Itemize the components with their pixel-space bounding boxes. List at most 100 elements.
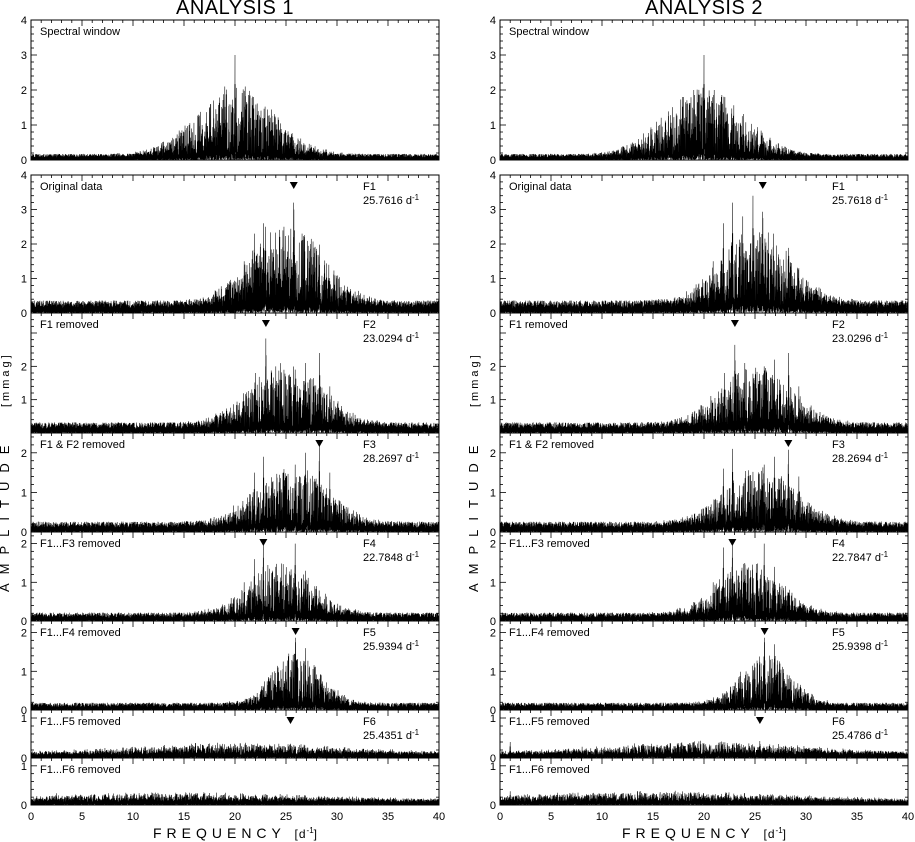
x-axis-label: FREQUENCY [d-1] (153, 825, 317, 841)
panel-label: F1 removed (509, 319, 568, 331)
x-axis-unit-exp: -1 (307, 826, 315, 835)
x-tick-label: 35 (851, 811, 863, 823)
x-axis-unit-close: ] (783, 827, 786, 841)
y-tick-label: 2 (21, 85, 27, 97)
freq-exponent: -1 (881, 728, 889, 737)
freq-id: F3 (832, 439, 845, 451)
x-axis-unit: [d (764, 827, 776, 841)
frequency-marker (730, 320, 739, 327)
y-tick-label: 1 (21, 761, 27, 773)
y-tick-label: 1 (490, 120, 496, 132)
frequency-marker (315, 440, 324, 447)
x-tick-label: 20 (229, 811, 241, 823)
y-tick-label: 1 (490, 666, 496, 678)
freq-value: 22.7847 d-1 (832, 550, 889, 564)
y-tick-label: 1 (490, 487, 496, 499)
analysis-1-title: ANALYSIS 1 (175, 0, 295, 19)
freq-id: F3 (363, 439, 376, 451)
analysis-2-title: ANALYSIS 2 (644, 0, 764, 19)
freq-exponent: -1 (412, 728, 420, 737)
freq-number: 28.2694 d (832, 453, 881, 465)
freq-value: 25.9398 d-1 (832, 639, 889, 653)
freq-exponent: -1 (412, 451, 420, 460)
y-tick-label: 3 (21, 205, 27, 217)
x-tick-label: 0 (28, 811, 34, 823)
y-tick-label: 0 (490, 527, 496, 539)
x-tick-label: 30 (331, 811, 343, 823)
series-line (499, 54, 909, 161)
y-tick-label: 3 (490, 205, 496, 217)
freq-value: 28.2697 d-1 (363, 451, 420, 465)
freq-id: F1 (363, 181, 376, 193)
panel-label: Original data (509, 181, 572, 193)
x-tick-label: 10 (596, 811, 608, 823)
freq-value: 22.7848 d-1 (363, 550, 420, 564)
x-tick-label: 30 (800, 811, 812, 823)
panel-label: F1...F3 removed (40, 538, 121, 550)
x-tick-label: 25 (749, 811, 761, 823)
y-tick-label: 2 (490, 361, 496, 373)
freq-id: F2 (363, 319, 376, 331)
freq-number: 25.9398 d (832, 641, 881, 653)
freq-value: 25.4351 d-1 (363, 728, 420, 742)
y-tick-label: 3 (21, 50, 27, 62)
freq-number: 22.7847 d (832, 552, 881, 564)
freq-value: 25.4786 d-1 (832, 728, 889, 742)
y-tick-label: 1 (21, 666, 27, 678)
series-line (499, 740, 909, 759)
series-line (30, 445, 440, 533)
panel-frame (499, 312, 909, 434)
y-tick-label: 0 (490, 308, 496, 320)
panel-1: 0 1 2 3 4 Spectral window (490, 15, 909, 167)
panel-label: F1...F4 removed (509, 627, 590, 639)
y-tick-label: 0 (21, 616, 27, 628)
x-tick-label: 40 (433, 811, 445, 823)
freq-value: 25.7616 d-1 (363, 193, 420, 207)
freq-number: 23.0294 d (363, 333, 412, 345)
freq-id: F6 (832, 716, 845, 728)
y-tick-label: 2 (21, 361, 27, 373)
freq-number: 25.4351 d (363, 730, 412, 742)
y-axis-unit: [mmag] (0, 352, 12, 407)
y-tick-label: 3 (490, 50, 496, 62)
x-tick-label: 35 (382, 811, 394, 823)
freq-number: 25.7618 d (832, 195, 881, 207)
y-tick-label: 1 (490, 761, 496, 773)
y-tick-label: 2 (21, 628, 27, 640)
y-tick-label: 0 (21, 155, 27, 167)
x-axis-unit-close: ] (314, 827, 317, 841)
y-tick-label: 1 (21, 577, 27, 589)
y-tick-label: 0 (21, 308, 27, 320)
frequency-marker (728, 539, 737, 546)
freq-number: 23.0296 d (832, 333, 881, 345)
series-line (30, 202, 440, 314)
panel-label: Spectral window (509, 26, 589, 38)
panel-label: F1 removed (40, 319, 99, 331)
x-tick-label: 5 (548, 811, 554, 823)
freq-exponent: -1 (412, 193, 420, 202)
frequency-marker (289, 182, 298, 189)
freq-value: 28.2694 d-1 (832, 451, 889, 465)
freq-exponent: -1 (412, 550, 420, 559)
y-tick-label: 2 (21, 239, 27, 251)
panel-label: F1 & F2 removed (509, 439, 594, 451)
y-tick-label: 1 (21, 487, 27, 499)
y-tick-label: 4 (21, 15, 27, 27)
series-line (30, 54, 440, 161)
y-tick-label: 0 (490, 705, 496, 717)
freq-id: F5 (363, 627, 376, 639)
frequency-marker (291, 628, 300, 635)
y-tick-label: 1 (21, 274, 27, 286)
panel-label: F1 & F2 removed (40, 439, 125, 451)
panel-label: F1...F5 removed (509, 716, 590, 728)
frequency-marker (261, 320, 270, 327)
y-tick-label: 1 (490, 395, 496, 407)
